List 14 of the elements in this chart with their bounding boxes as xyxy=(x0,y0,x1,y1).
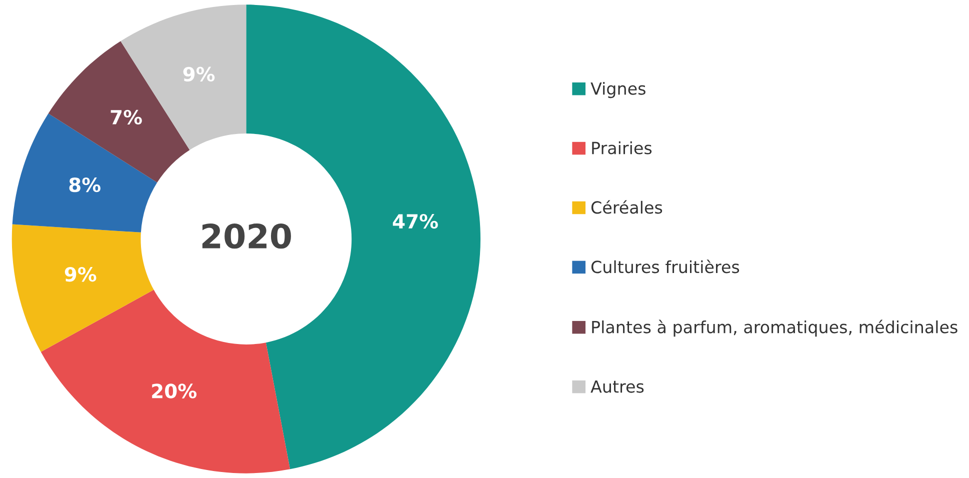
legend-label: Autres xyxy=(590,380,644,393)
donut-slice xyxy=(40,290,290,474)
legend-label: Vignes xyxy=(590,82,646,98)
donut-slice xyxy=(12,224,154,352)
data-label: 7% xyxy=(110,110,142,125)
legend-label: Cultures fruitières xyxy=(591,260,740,274)
data-label: 9% xyxy=(64,266,96,282)
data-label: 20% xyxy=(152,384,196,398)
legend-label: Prairies xyxy=(592,141,652,154)
text: 2020 xyxy=(202,223,291,249)
data-label: 8% xyxy=(69,177,100,192)
legend-label: Céréales xyxy=(591,200,662,214)
data-label: 47% xyxy=(392,214,438,229)
legend-label: Plantes à parfum, aromatiques, médicinales xyxy=(592,320,958,337)
